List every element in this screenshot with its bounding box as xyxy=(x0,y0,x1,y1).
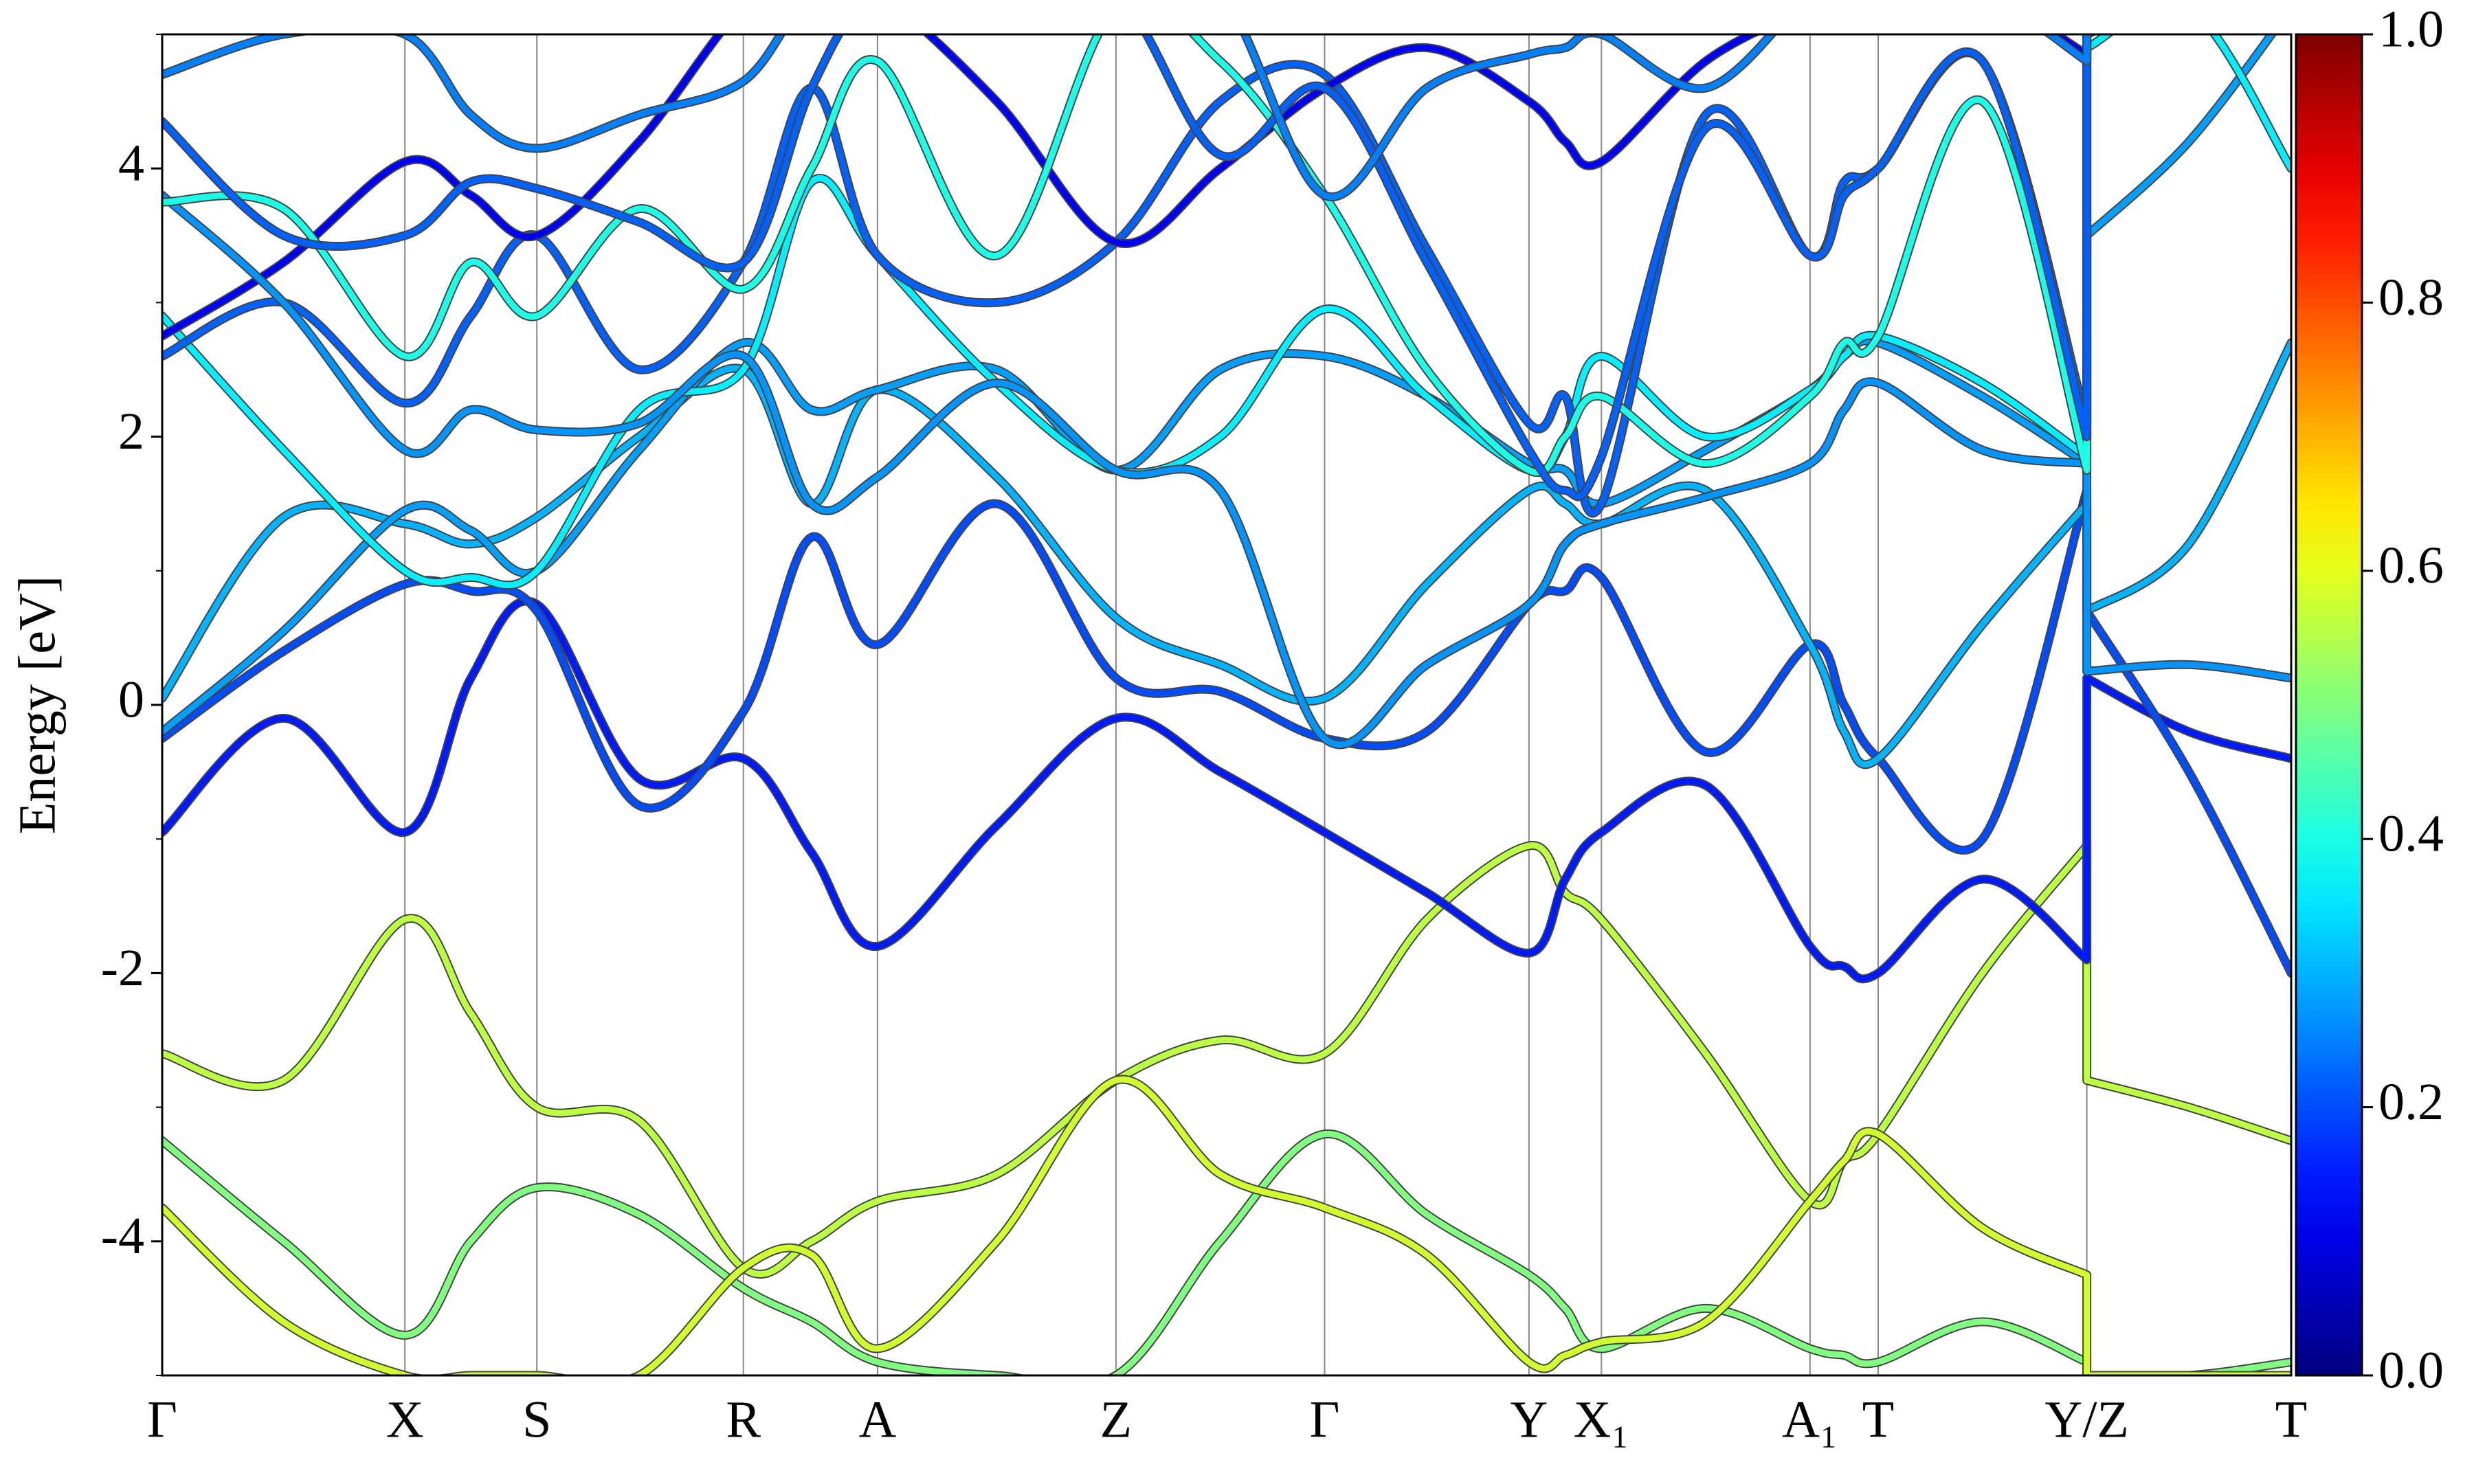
band xyxy=(162,34,2275,735)
y-tick-label: 2 xyxy=(118,403,144,460)
band xyxy=(162,34,2092,502)
band xyxy=(162,192,2291,748)
band xyxy=(162,486,2291,978)
y-axis-label: Energy [eV] xyxy=(8,576,66,834)
colorbar-tick-label: 0.0 xyxy=(2378,1341,2444,1399)
x-tick-label: Γ xyxy=(1310,1391,1340,1448)
x-tick-label: X xyxy=(386,1391,424,1448)
band xyxy=(162,1076,2291,1375)
band xyxy=(162,598,2291,982)
x-tick-label: Y/Z xyxy=(2044,1391,2128,1448)
x-tick-label: Y xyxy=(1510,1391,1548,1448)
x-tick-label: A xyxy=(858,1391,896,1448)
y-tick-label: 4 xyxy=(118,135,144,192)
x-tick-label: T xyxy=(2275,1391,2307,1448)
colorbar-tick-label: 0.6 xyxy=(2378,537,2444,594)
band xyxy=(162,34,2091,201)
x-tick-label: R xyxy=(726,1391,761,1448)
colorbar-tick-label: 1.0 xyxy=(2378,0,2444,58)
x-tick-label: S xyxy=(522,1391,551,1448)
band xyxy=(162,34,2091,476)
x-tick-label: Z xyxy=(1100,1391,1132,1448)
x-tick-label: Γ xyxy=(147,1391,177,1448)
colorbar-tick-label: 0.4 xyxy=(2378,805,2444,863)
x-tick-label: X₁ xyxy=(1574,1391,1629,1448)
colorbar xyxy=(2295,33,2363,1377)
band xyxy=(162,842,2291,1278)
band xyxy=(162,1131,2291,1375)
y-tick-label: -4 xyxy=(101,1207,144,1265)
band xyxy=(162,34,2291,589)
band xyxy=(162,34,2091,500)
colorbar-tick-label: 0.8 xyxy=(2378,269,2444,326)
colorbar-tick-label: 0.2 xyxy=(2378,1073,2444,1131)
x-tick-label: T xyxy=(1862,1391,1894,1448)
y-tick-label: 0 xyxy=(118,671,144,728)
band xyxy=(162,1129,2291,1375)
band xyxy=(162,841,2291,1279)
bands xyxy=(162,34,2291,1375)
band xyxy=(162,487,2291,976)
y-tick-label: -2 xyxy=(101,939,144,997)
x-tick-label: A₁ xyxy=(1782,1391,1838,1448)
plot-frame xyxy=(161,33,2293,1377)
